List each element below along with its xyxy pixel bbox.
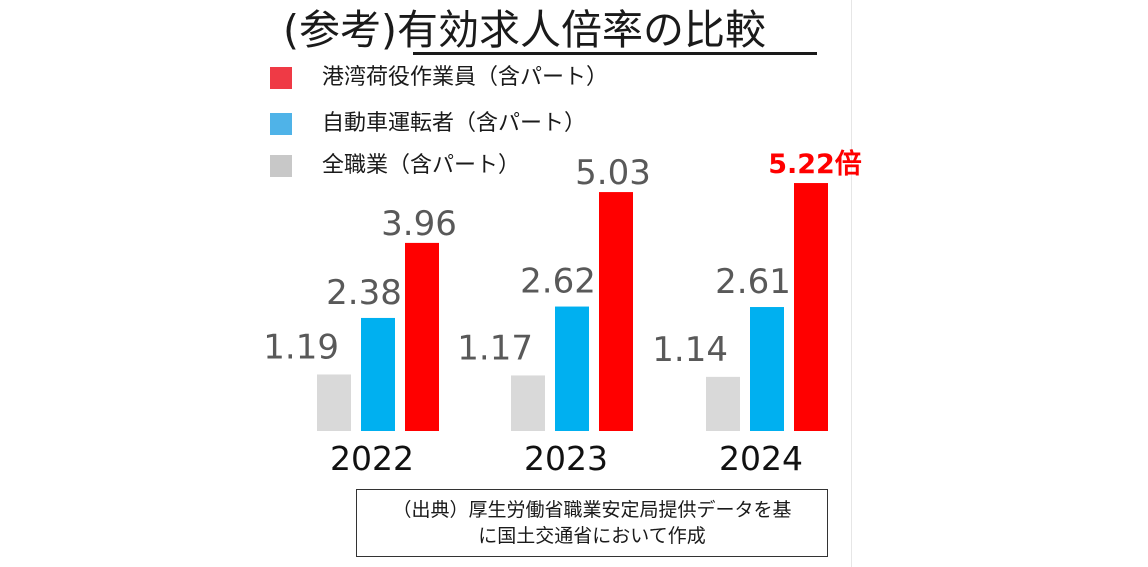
source-note: （出典）厚生労働省職業安定局提供データを基 に国土交通省において作成 [356, 489, 828, 557]
legend-swatch-drivers [270, 113, 292, 135]
chart-panel [258, 0, 850, 567]
year-label-2024: 2024 [719, 439, 803, 478]
legend-swatch-all-occupations [270, 155, 292, 177]
legend-label-all-occupations: 全職業（含パート） [322, 153, 521, 178]
source-line-2: に国土交通省において作成 [478, 525, 706, 547]
bar-2023-drivers [555, 306, 589, 431]
data-label-2024-drivers: 2.61 [715, 262, 791, 302]
year-label-2022: 2022 [330, 439, 414, 478]
bar-2022-drivers [361, 317, 395, 431]
title-underline [413, 52, 817, 55]
legend-label-drivers: 自動車運転者（含パート） [322, 111, 587, 136]
data-label-2023-all-occupations: 1.17 [457, 328, 533, 368]
data-label-2024-port-workers: 5.22倍 [768, 148, 862, 180]
data-label-2022-port-workers: 3.96 [381, 204, 457, 244]
data-label-2023-drivers: 2.62 [520, 262, 596, 302]
panel-divider [851, 0, 852, 567]
bar-2023-all-occupations [511, 375, 545, 431]
data-label-2023-port-workers: 5.03 [575, 153, 651, 193]
legend-swatch-port-workers [270, 67, 292, 89]
source-line-1: （出典）厚生労働省職業安定局提供データを基 [392, 499, 792, 521]
bar-2024-port-workers [794, 183, 828, 431]
bar-2024-drivers [750, 307, 784, 431]
bar-2024-all-occupations [706, 376, 740, 431]
year-label-2023: 2023 [524, 439, 608, 478]
data-label-2024-all-occupations: 1.14 [652, 330, 728, 370]
data-label-2022-drivers: 2.38 [326, 273, 402, 313]
bar-2022-all-occupations [317, 374, 351, 431]
data-label-2022-all-occupations: 1.19 [263, 327, 339, 367]
bar-2023-port-workers [599, 192, 633, 431]
bar-2022-port-workers [405, 242, 439, 431]
legend-label-port-workers: 港湾荷役作業員（含パート） [322, 65, 609, 90]
chart-title: (参考)有効求人倍率の比較 [283, 6, 766, 54]
